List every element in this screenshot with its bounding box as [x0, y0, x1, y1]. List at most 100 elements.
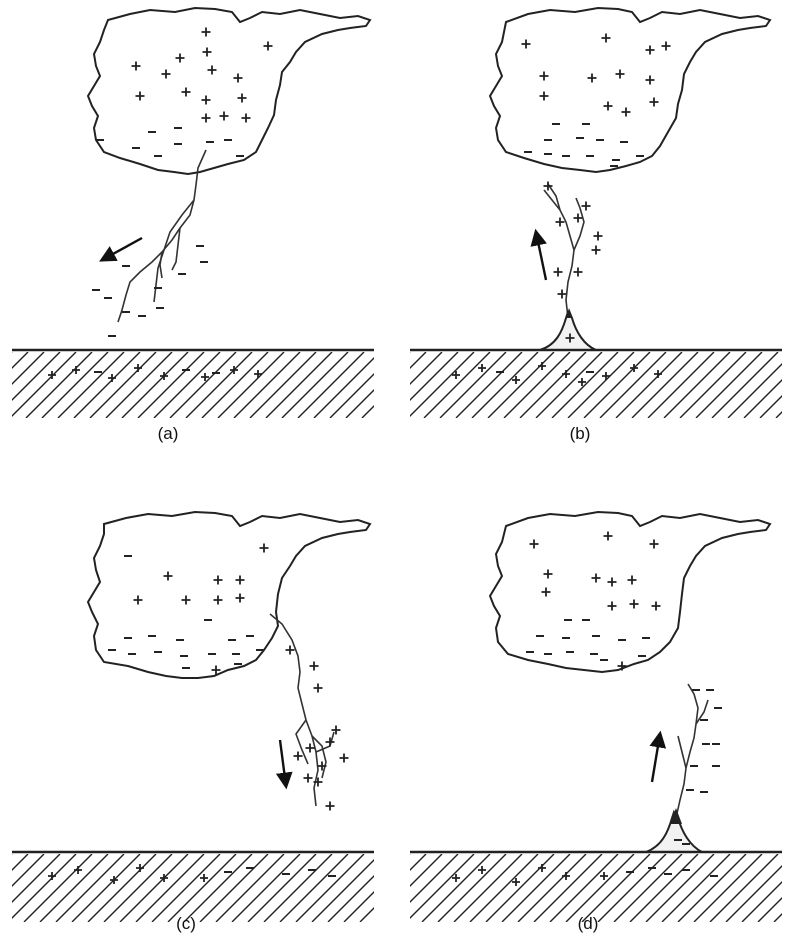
hatch-line: [408, 854, 476, 922]
hatch-line: [279, 854, 349, 922]
plus-charge: [230, 366, 238, 374]
hatch-line: [343, 891, 374, 922]
plus-charges-a: [131, 27, 273, 123]
plus-charge: [160, 874, 168, 882]
hatch-line: [693, 854, 763, 922]
plus-charge: [562, 370, 570, 378]
ground-minus-c: [224, 867, 336, 877]
hatch-line: [437, 854, 507, 922]
hatch-line: [471, 352, 539, 418]
panel-a: [12, 6, 374, 418]
plus-charge: [181, 595, 191, 605]
plus-charge: [538, 362, 546, 370]
hatch-line: [421, 854, 491, 922]
lightning-leader-a: [117, 149, 207, 323]
ground-plus-d: [452, 864, 608, 886]
ground-hatch-d: [410, 854, 782, 922]
plus-charge: [629, 599, 639, 609]
hatch-line: [167, 854, 237, 922]
hatch-line: [410, 352, 443, 385]
plus-charge: [325, 801, 335, 811]
hatch-line: [709, 854, 779, 922]
hatch-line: [439, 352, 507, 418]
hatch-line: [743, 379, 782, 418]
hatch-line: [39, 854, 109, 922]
cloud-d: [488, 510, 772, 674]
plus-charge: [645, 75, 655, 85]
plus-charge: [135, 91, 145, 101]
hatch-line: [741, 881, 782, 922]
plus-charge: [133, 595, 143, 605]
hatch-line: [663, 352, 731, 418]
hatch-line: [231, 854, 301, 922]
hatch-line: [599, 352, 667, 418]
hatch-line: [169, 352, 237, 418]
plus-charge: [452, 371, 460, 379]
hatch-line: [12, 854, 77, 919]
arrow-d: [649, 730, 667, 783]
plus-charge: [603, 531, 613, 541]
hatch-line: [55, 854, 125, 922]
hatch-line: [455, 352, 523, 418]
plus-charge: [303, 773, 313, 783]
plus-charge: [181, 87, 191, 97]
hatch-line: [517, 854, 587, 922]
hatch-line: [423, 352, 491, 418]
plus-charge: [562, 872, 570, 880]
plus-charge: [233, 73, 243, 83]
plus-charge: [538, 864, 546, 872]
hatch-line: [41, 352, 109, 418]
hatch-line: [89, 352, 157, 418]
plus-charge: [331, 725, 341, 735]
plus-charge: [555, 217, 565, 227]
hatch-line: [217, 352, 285, 418]
plus-charge: [621, 107, 631, 117]
plus-charge: [541, 587, 551, 597]
plus-charge: [601, 33, 611, 43]
ground-minus-d: [626, 867, 718, 877]
plus-charge: [602, 372, 610, 380]
plus-charge: [201, 113, 211, 123]
plus-charge: [305, 743, 315, 753]
plus-charge: [309, 661, 319, 671]
plus-charge: [213, 575, 223, 585]
plus-charges-c: [133, 543, 349, 811]
hatch-line: [359, 907, 374, 922]
hatch-line: [535, 352, 603, 418]
hatch-line: [105, 352, 173, 418]
ground-hatch-c: [12, 854, 492, 922]
hatch-line: [263, 854, 333, 922]
plus-charge: [235, 593, 245, 603]
lightning-upward-leader-b: [543, 183, 585, 319]
panel-label-c: (c): [176, 914, 196, 933]
plus-charge: [219, 111, 229, 121]
hatch-line: [410, 854, 443, 887]
hatch-line: [23, 854, 93, 922]
hatch-line: [410, 854, 475, 919]
plus-charge: [607, 601, 617, 611]
panel-b: [410, 6, 782, 418]
plus-charge: [645, 45, 655, 55]
hatch-line: [647, 352, 715, 418]
plus-charge: [557, 289, 567, 299]
hatch-line: [424, 854, 492, 922]
hatch-line: [103, 854, 173, 922]
hatch-line: [12, 352, 13, 353]
plus-charge: [263, 41, 273, 51]
hatch-line: [12, 352, 45, 385]
hatch-line: [629, 854, 699, 922]
hatch-line: [410, 854, 427, 871]
hatch-line: [311, 859, 374, 922]
hatch-line: [661, 854, 731, 922]
hatch-line: [199, 854, 269, 922]
hatch-line: [215, 854, 285, 922]
hatch-line: [151, 854, 221, 922]
plus-charge: [661, 41, 671, 51]
plus-charge: [543, 569, 553, 579]
plus-charge: [593, 231, 603, 241]
hatch-line: [265, 352, 333, 418]
plus-charge: [649, 97, 659, 107]
hatch-line: [135, 854, 205, 922]
plus-charge: [529, 539, 539, 549]
plus-charge: [600, 872, 608, 880]
